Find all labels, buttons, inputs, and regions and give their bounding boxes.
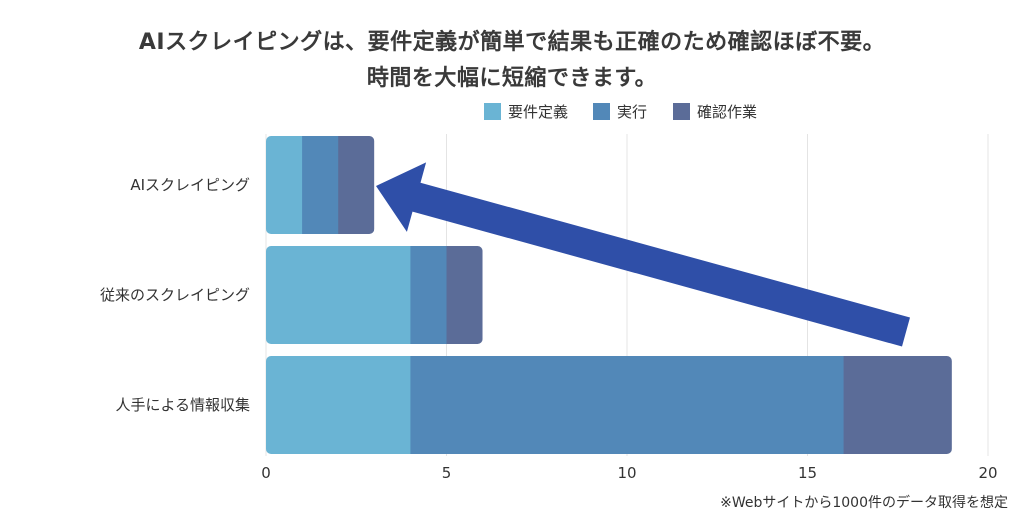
bars	[266, 136, 952, 454]
legend-label-1: 実行	[617, 103, 647, 121]
legend: 要件定義 実行 確認作業	[484, 103, 757, 121]
x-tick-label-15: 15	[798, 464, 817, 482]
bar-group-1	[266, 246, 483, 344]
legend-swatch-0	[484, 103, 501, 120]
chart-title-line-1: AIスクレイピングは、要件定義が簡単で結果も正確のため確認ほぼ不要。	[138, 30, 886, 55]
x-tick-label-20: 20	[978, 464, 997, 482]
x-tick-label-5: 5	[442, 464, 452, 482]
bar-0-1	[302, 136, 339, 234]
arrow-shape	[376, 162, 910, 347]
bar-group-2	[266, 356, 952, 454]
bar-2-0	[266, 356, 411, 454]
bar-1-2	[446, 246, 483, 344]
category-label-1: 従来のスクレイピング	[100, 286, 250, 304]
legend-swatch-1	[593, 103, 610, 120]
bar-group-0	[266, 136, 375, 234]
bar-1-1	[410, 246, 447, 344]
category-label-2: 人手による情報収集	[115, 396, 250, 414]
legend-label-2: 確認作業	[697, 103, 757, 121]
x-tick-label-10: 10	[617, 464, 636, 482]
bar-2-2	[843, 356, 952, 454]
bar-1-0	[266, 246, 411, 344]
category-label-0: AIスクレイピング	[130, 176, 250, 194]
bar-0-2	[338, 136, 375, 234]
x-tick-label-0: 0	[261, 464, 271, 482]
footnote: ※Webサイトから1000件のデータ取得を想定	[720, 495, 1008, 511]
chart-title-line-2: 時間を大幅に短縮できます。	[366, 66, 658, 91]
x-axis-ticks: 0 5 10 15 20	[261, 464, 997, 482]
bar-0-0	[266, 136, 303, 234]
legend-swatch-2	[673, 103, 690, 120]
legend-label-0: 要件定義	[508, 103, 568, 121]
comparison-arrow	[376, 162, 910, 347]
bar-2-1	[410, 356, 845, 454]
